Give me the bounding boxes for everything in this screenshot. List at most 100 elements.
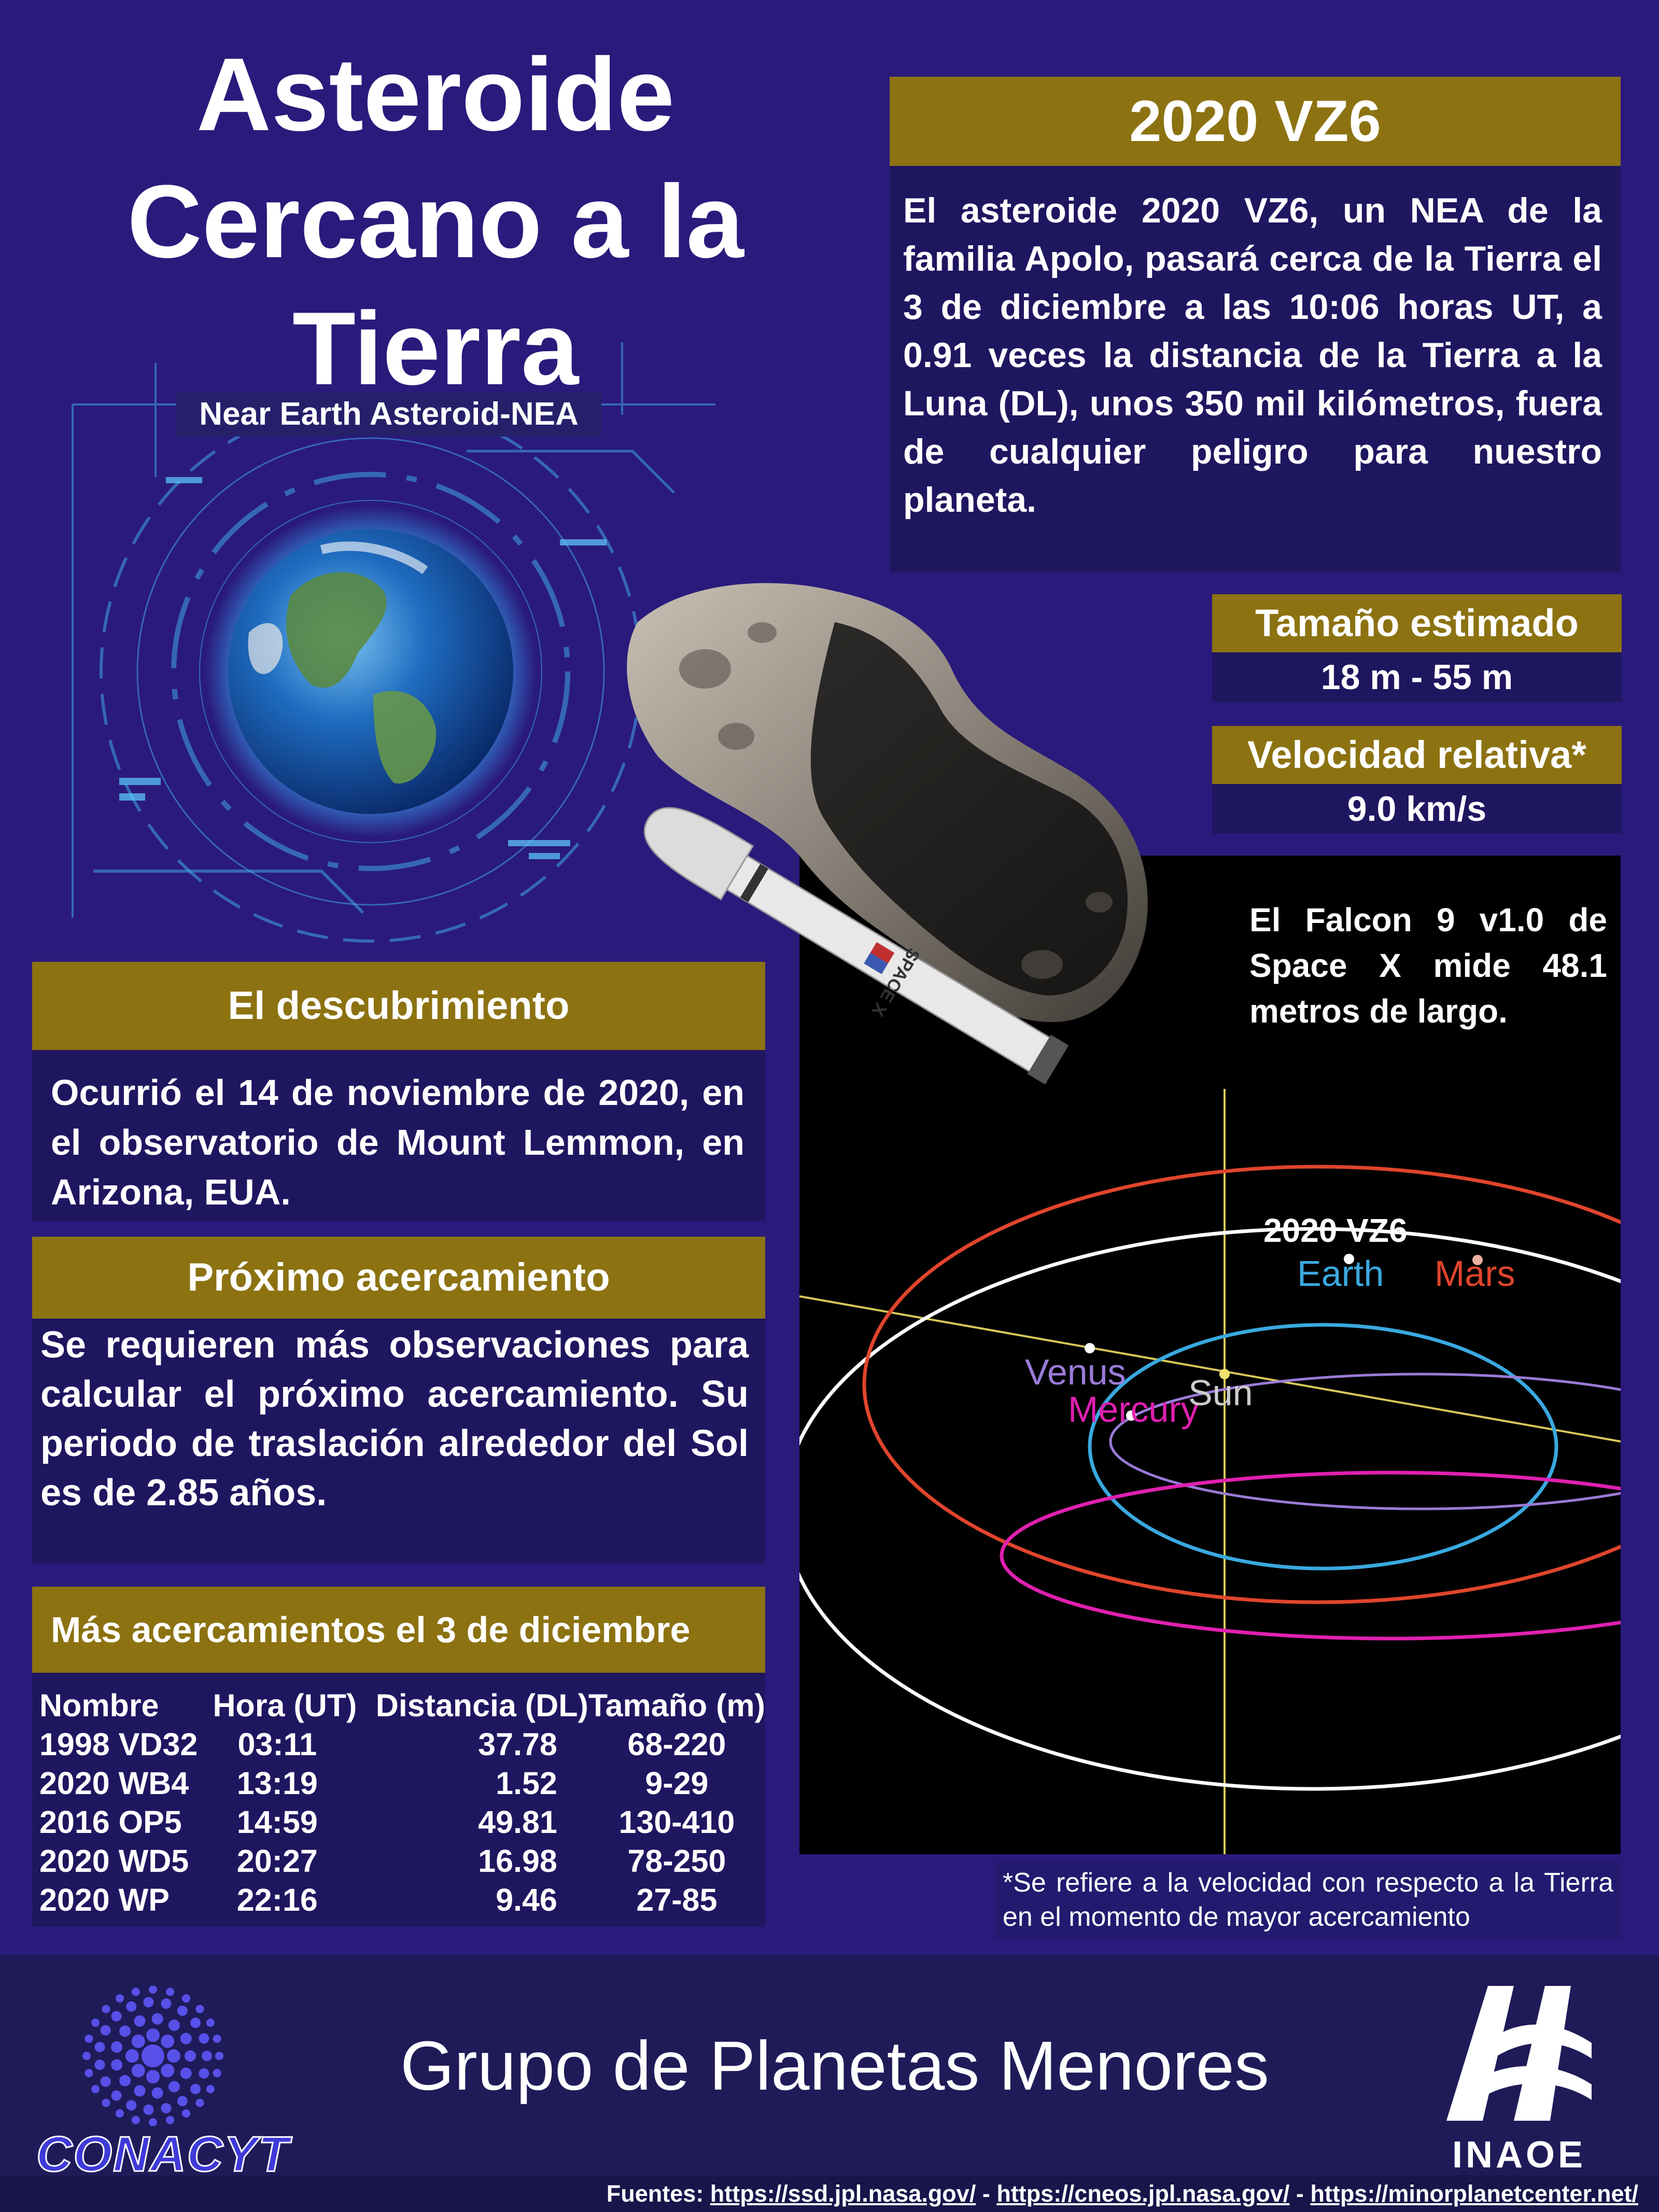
column-header-size: Tamaño (m) bbox=[588, 1688, 765, 1723]
conacyt-logo-dot bbox=[116, 1994, 124, 2003]
conacyt-logo-dot bbox=[182, 2109, 190, 2118]
column-header-name: Nombre bbox=[39, 1688, 159, 1723]
conacyt-logo-dot bbox=[206, 2085, 215, 2093]
conacyt-logo-dot bbox=[213, 2069, 221, 2078]
conacyt-logo-dot bbox=[131, 2064, 145, 2078]
size-value: 18 m - 55 m bbox=[1212, 652, 1622, 702]
conacyt-logo-dot bbox=[142, 2045, 164, 2067]
title-line-3: Tierra bbox=[292, 291, 579, 407]
falcon9-rocket-icon: SPACE X bbox=[643, 807, 1069, 1085]
conacyt-logo-dot bbox=[206, 2019, 215, 2027]
mars-label: Mars bbox=[1435, 1253, 1515, 1294]
table-row: 2020 WP 22:16 9.46 27-85 bbox=[39, 1881, 765, 1920]
conacyt-logo-dot bbox=[180, 2033, 192, 2045]
conacyt-logo-dot bbox=[85, 2034, 93, 2043]
velocity-value: 9.0 km/s bbox=[1212, 784, 1622, 834]
conacyt-logo-dot bbox=[100, 2076, 111, 2087]
cell-time: 22:16 bbox=[236, 1882, 318, 1917]
asteroid-illustration bbox=[627, 583, 1148, 1023]
conacyt-logo-dot bbox=[166, 1987, 175, 1996]
sun-label: Sun bbox=[1188, 1373, 1253, 1413]
more-approaches-title: Más acercamientos el 3 de diciembre bbox=[32, 1587, 765, 1673]
earth-globe-icon bbox=[228, 529, 513, 814]
source-link-ssd[interactable]: https://ssd.jpl.nasa.gov/ bbox=[710, 2180, 976, 2207]
conacyt-logo-dot bbox=[168, 2019, 180, 2031]
sun-marker bbox=[1219, 1369, 1230, 1379]
falcon-note: El Falcon 9 v1.0 de Space X mide 48.1 me… bbox=[1249, 901, 1607, 1030]
conacyt-logo-icon bbox=[82, 1986, 223, 2126]
conacyt-logo-dot bbox=[111, 2011, 122, 2022]
group-name: Grupo de Planetas Menores bbox=[400, 2027, 1269, 2105]
conacyt-logo-dot bbox=[167, 2049, 180, 2063]
cell-size: 27-85 bbox=[636, 1882, 718, 1917]
asteroid-name-header: 2020 VZ6 bbox=[890, 77, 1621, 166]
conacyt-logo-dot bbox=[146, 2028, 160, 2042]
conacyt-logo-dot bbox=[82, 2052, 91, 2060]
mercury-marker bbox=[1126, 1410, 1136, 1421]
conacyt-logo-dot bbox=[126, 2001, 137, 2012]
conacyt-logo-dot bbox=[94, 2041, 105, 2052]
conacyt-logo-dot bbox=[85, 2069, 93, 2078]
conacyt-logo-dot bbox=[111, 2090, 122, 2101]
conacyt-logo-dot bbox=[91, 2085, 100, 2093]
sources-label: Fuentes: bbox=[606, 2180, 704, 2207]
conacyt-logo-dot bbox=[161, 2034, 175, 2048]
source-link-cneos[interactable]: https://cneos.jpl.nasa.gov/ bbox=[996, 2180, 1290, 2207]
conacyt-logo-dot bbox=[131, 2116, 140, 2124]
more-approaches-panel: Nombre Hora (UT) Distancia (DL) Tamaño (… bbox=[32, 1673, 765, 1927]
velocity-label: Velocidad relativa* bbox=[1212, 726, 1622, 784]
next-approach-title: Próximo acercamiento bbox=[32, 1237, 765, 1319]
cell-time: 20:27 bbox=[236, 1843, 318, 1879]
cell-time: 13:19 bbox=[236, 1766, 318, 1801]
conacyt-logo-dot bbox=[102, 2005, 110, 2013]
conacyt-logo-dot bbox=[126, 2100, 137, 2111]
conacyt-logo-dot bbox=[215, 2052, 223, 2060]
table-row: 2020 WB4 13:19 1.52 9-29 bbox=[39, 1764, 765, 1803]
conacyt-logo-dot bbox=[94, 2060, 105, 2070]
conacyt-logo-dot bbox=[151, 2087, 163, 2099]
table-row: 2020 WD5 20:27 16.98 78-250 bbox=[39, 1842, 765, 1881]
earth-orbit bbox=[1088, 1323, 1558, 1571]
conacyt-logo-dot bbox=[177, 2005, 188, 2016]
conacyt-logo-dot bbox=[111, 2059, 123, 2071]
conacyt-logo-dot bbox=[190, 2083, 201, 2094]
conacyt-logo-dot bbox=[182, 1994, 190, 2003]
venus-orbit bbox=[1109, 1373, 1621, 1510]
cell-size: 130-410 bbox=[618, 1804, 735, 1840]
conacyt-logo-dot bbox=[91, 2019, 100, 2027]
cell-distance: 37.78 bbox=[478, 1727, 557, 1762]
conacyt-wordmark: CONACYT bbox=[36, 2126, 290, 2183]
conacyt-logo-dot bbox=[131, 1987, 140, 1996]
conacyt-logo-dot bbox=[199, 2033, 209, 2044]
cell-distance: 49.81 bbox=[478, 1804, 557, 1840]
conacyt-logo-dot bbox=[199, 2068, 209, 2079]
conacyt-logo-dot bbox=[195, 2005, 204, 2013]
cell-name: 2020 WP bbox=[39, 1882, 170, 1917]
conacyt-logo-dot bbox=[143, 1997, 154, 2008]
mars-orbit bbox=[862, 1165, 1621, 1604]
conacyt-logo-dot bbox=[202, 2051, 212, 2061]
page-title: Asteroide Cercano a la Tierra bbox=[73, 31, 798, 412]
cell-size: 78-250 bbox=[627, 1843, 726, 1879]
conacyt-logo-dot bbox=[119, 2075, 131, 2087]
conacyt-logo-dot bbox=[213, 2034, 221, 2043]
earth-hud-graphic bbox=[72, 342, 715, 943]
orbit-diagram: 2020 VZ6 Earth Mars Venus Mercury Sun bbox=[799, 1089, 1621, 1854]
conacyt-logo-dot bbox=[102, 2098, 110, 2107]
venus-label: Venus bbox=[1025, 1352, 1126, 1392]
conacyt-logo-dot bbox=[190, 2018, 201, 2028]
cell-name: 2020 WB4 bbox=[39, 1766, 189, 1801]
next-approach-text: Se requieren más observaciones para calc… bbox=[32, 1319, 765, 1563]
conacyt-logo-dot bbox=[185, 2050, 196, 2062]
table-row: 2016 OP5 14:59 49.81 130-410 bbox=[39, 1803, 765, 1842]
conacyt-logo-dot bbox=[168, 2081, 180, 2093]
conacyt-logo-dot bbox=[143, 2104, 154, 2115]
conacyt-logo-dot bbox=[134, 2015, 146, 2027]
orbit-diagram-panel bbox=[799, 856, 1621, 1854]
venus-marker bbox=[1085, 1343, 1095, 1353]
conacyt-logo-dot bbox=[161, 2103, 172, 2113]
mercury-label: Mercury bbox=[1068, 1389, 1199, 1430]
conacyt-logo-dot bbox=[195, 2098, 204, 2107]
column-header-distance: Distancia (DL) bbox=[375, 1688, 588, 1723]
source-link-mpc[interactable]: https://minorplanetcenter.net/ bbox=[1310, 2180, 1638, 2207]
